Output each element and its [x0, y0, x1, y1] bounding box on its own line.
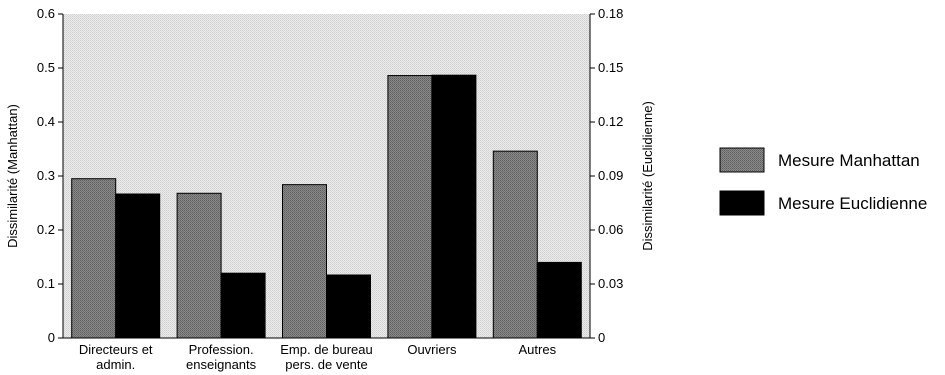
bar-manhattan-4 [492, 150, 538, 339]
bar-euclidienne-0 [115, 193, 161, 339]
right-tick-label: 0.12 [598, 114, 623, 129]
bar-manhattan-1 [176, 192, 222, 339]
right-tick-label: 0.15 [598, 60, 623, 75]
category-label: Ouvriers [407, 342, 457, 357]
category-label: Directeurs et admin. [79, 342, 153, 372]
right-tick-label: 0.18 [598, 6, 623, 21]
legend-swatch-manhattan [719, 147, 765, 173]
bar-euclidienne-4 [536, 261, 582, 339]
left-tick-label: 0.2 [37, 222, 55, 237]
left-axis-ticks: 0 0.1 0.2 0.3 0.4 0.5 0.6 [37, 6, 63, 345]
category-labels: Directeurs et admin. Profession. enseignant… [79, 342, 557, 372]
category-label: Profession. enseignants [186, 342, 257, 372]
bar-manhattan-2 [282, 184, 327, 339]
right-tick-label: 0.09 [598, 168, 623, 183]
left-tick-label: 0.4 [37, 114, 55, 129]
bar-manhattan-0 [71, 178, 117, 339]
bar-euclidienne-1 [220, 272, 266, 339]
right-axis-ticks: 0 0.03 0.06 0.09 0.12 0.15 0.18 [590, 6, 623, 345]
legend-label-manhattan: Mesure Manhattan [778, 151, 920, 170]
right-tick-label: 0.03 [598, 276, 623, 291]
left-tick-label: 0.3 [37, 168, 55, 183]
category-label: Autres [519, 342, 557, 357]
bar-manhattan-3 [387, 75, 433, 339]
left-tick-label: 0.1 [37, 276, 55, 291]
bar-euclidienne-2 [326, 274, 371, 339]
legend-label-euclidienne: Mesure Euclidienne [778, 194, 927, 213]
right-tick-label: 0 [598, 330, 605, 345]
y-axis-title-left: Dissimilarité (Manhattan) [5, 104, 20, 248]
legend: Mesure Manhattan Mesure Euclidienne [719, 147, 927, 216]
left-tick-label: 0.6 [37, 6, 55, 21]
legend-swatch-euclidienne [719, 190, 765, 216]
bar-euclidienne-3 [431, 74, 477, 339]
left-tick-label: 0 [48, 330, 55, 345]
category-label: Emp. de bureau pers. de vente [280, 342, 373, 372]
right-tick-label: 0.06 [598, 222, 623, 237]
left-tick-label: 0.5 [37, 60, 55, 75]
y-axis-title-right: Dissimilarité (Euclidienne) [640, 101, 655, 251]
bars [71, 74, 582, 339]
